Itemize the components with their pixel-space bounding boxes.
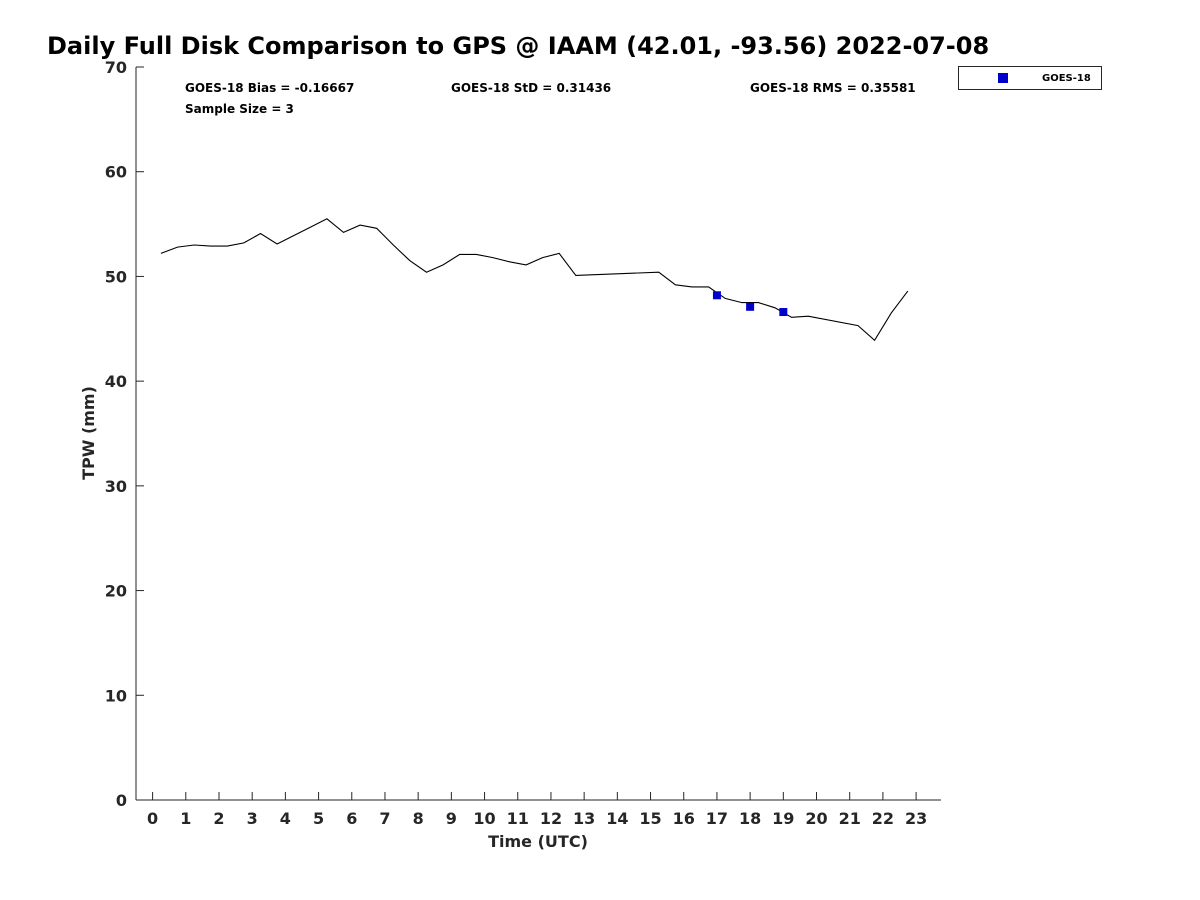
x-tick-label: 7 bbox=[379, 809, 390, 828]
x-axis-ticks: 0 1 2 3 4 5 6 7 8 9 10 11 12 13 14 15 16 17 18 19 20 21 22 23 bbox=[147, 792, 927, 828]
x-tick-label: 19 bbox=[772, 809, 794, 828]
y-tick-label: 10 bbox=[105, 686, 127, 705]
legend-marker-goes-18 bbox=[998, 73, 1008, 83]
y-tick-label: 30 bbox=[105, 477, 127, 496]
x-tick-label: 23 bbox=[905, 809, 927, 828]
goes-18-series bbox=[712, 291, 788, 317]
legend-box bbox=[958, 66, 1102, 90]
x-tick-label: 1 bbox=[180, 809, 191, 828]
x-tick-label: 16 bbox=[673, 809, 695, 828]
x-tick-label: 20 bbox=[805, 809, 827, 828]
goes-18-point bbox=[746, 302, 755, 311]
y-tick-label: 0 bbox=[116, 791, 127, 810]
x-tick-label: 5 bbox=[313, 809, 324, 828]
x-tick-label: 13 bbox=[573, 809, 595, 828]
x-tick-label: 21 bbox=[839, 809, 861, 828]
y-tick-label: 70 bbox=[105, 58, 127, 77]
x-tick-label: 18 bbox=[739, 809, 761, 828]
y-tick-label: 40 bbox=[105, 372, 127, 391]
x-tick-label: 15 bbox=[639, 809, 661, 828]
y-tick-label: 60 bbox=[105, 163, 127, 182]
goes-18-point bbox=[779, 308, 788, 317]
y-axis-ticks: 0 10 20 30 40 50 60 70 bbox=[105, 58, 144, 810]
x-tick-label: 12 bbox=[540, 809, 562, 828]
x-tick-label: 2 bbox=[213, 809, 224, 828]
sample-size-stat: Sample Size = 3 bbox=[185, 102, 294, 116]
std-stat: GOES-18 StD = 0.31436 bbox=[451, 81, 611, 95]
x-tick-label: 0 bbox=[147, 809, 158, 828]
goes-18-point bbox=[712, 291, 721, 300]
x-tick-label: 10 bbox=[473, 809, 495, 828]
legend: GOES-18 bbox=[958, 66, 1102, 90]
x-tick-label: 14 bbox=[606, 809, 628, 828]
y-tick-label: 50 bbox=[105, 267, 127, 286]
x-tick-label: 6 bbox=[346, 809, 357, 828]
x-tick-label: 8 bbox=[413, 809, 424, 828]
y-tick-label: 20 bbox=[105, 582, 127, 601]
x-tick-label: 11 bbox=[507, 809, 529, 828]
rms-stat: GOES-18 RMS = 0.35581 bbox=[750, 81, 916, 95]
legend-label-goes-18: GOES-18 bbox=[1042, 73, 1091, 84]
x-tick-label: 17 bbox=[706, 809, 728, 828]
x-tick-label: 3 bbox=[247, 809, 258, 828]
gps-series-line bbox=[160, 218, 909, 342]
x-tick-label: 4 bbox=[280, 809, 291, 828]
x-axis-label: Time (UTC) bbox=[488, 832, 588, 851]
bias-stat: GOES-18 Bias = -0.16667 bbox=[185, 81, 354, 95]
chart-title: Daily Full Disk Comparison to GPS @ IAAM… bbox=[47, 32, 989, 60]
y-axis-label: TPW (mm) bbox=[79, 386, 98, 480]
x-tick-label: 22 bbox=[872, 809, 894, 828]
x-tick-label: 9 bbox=[446, 809, 457, 828]
